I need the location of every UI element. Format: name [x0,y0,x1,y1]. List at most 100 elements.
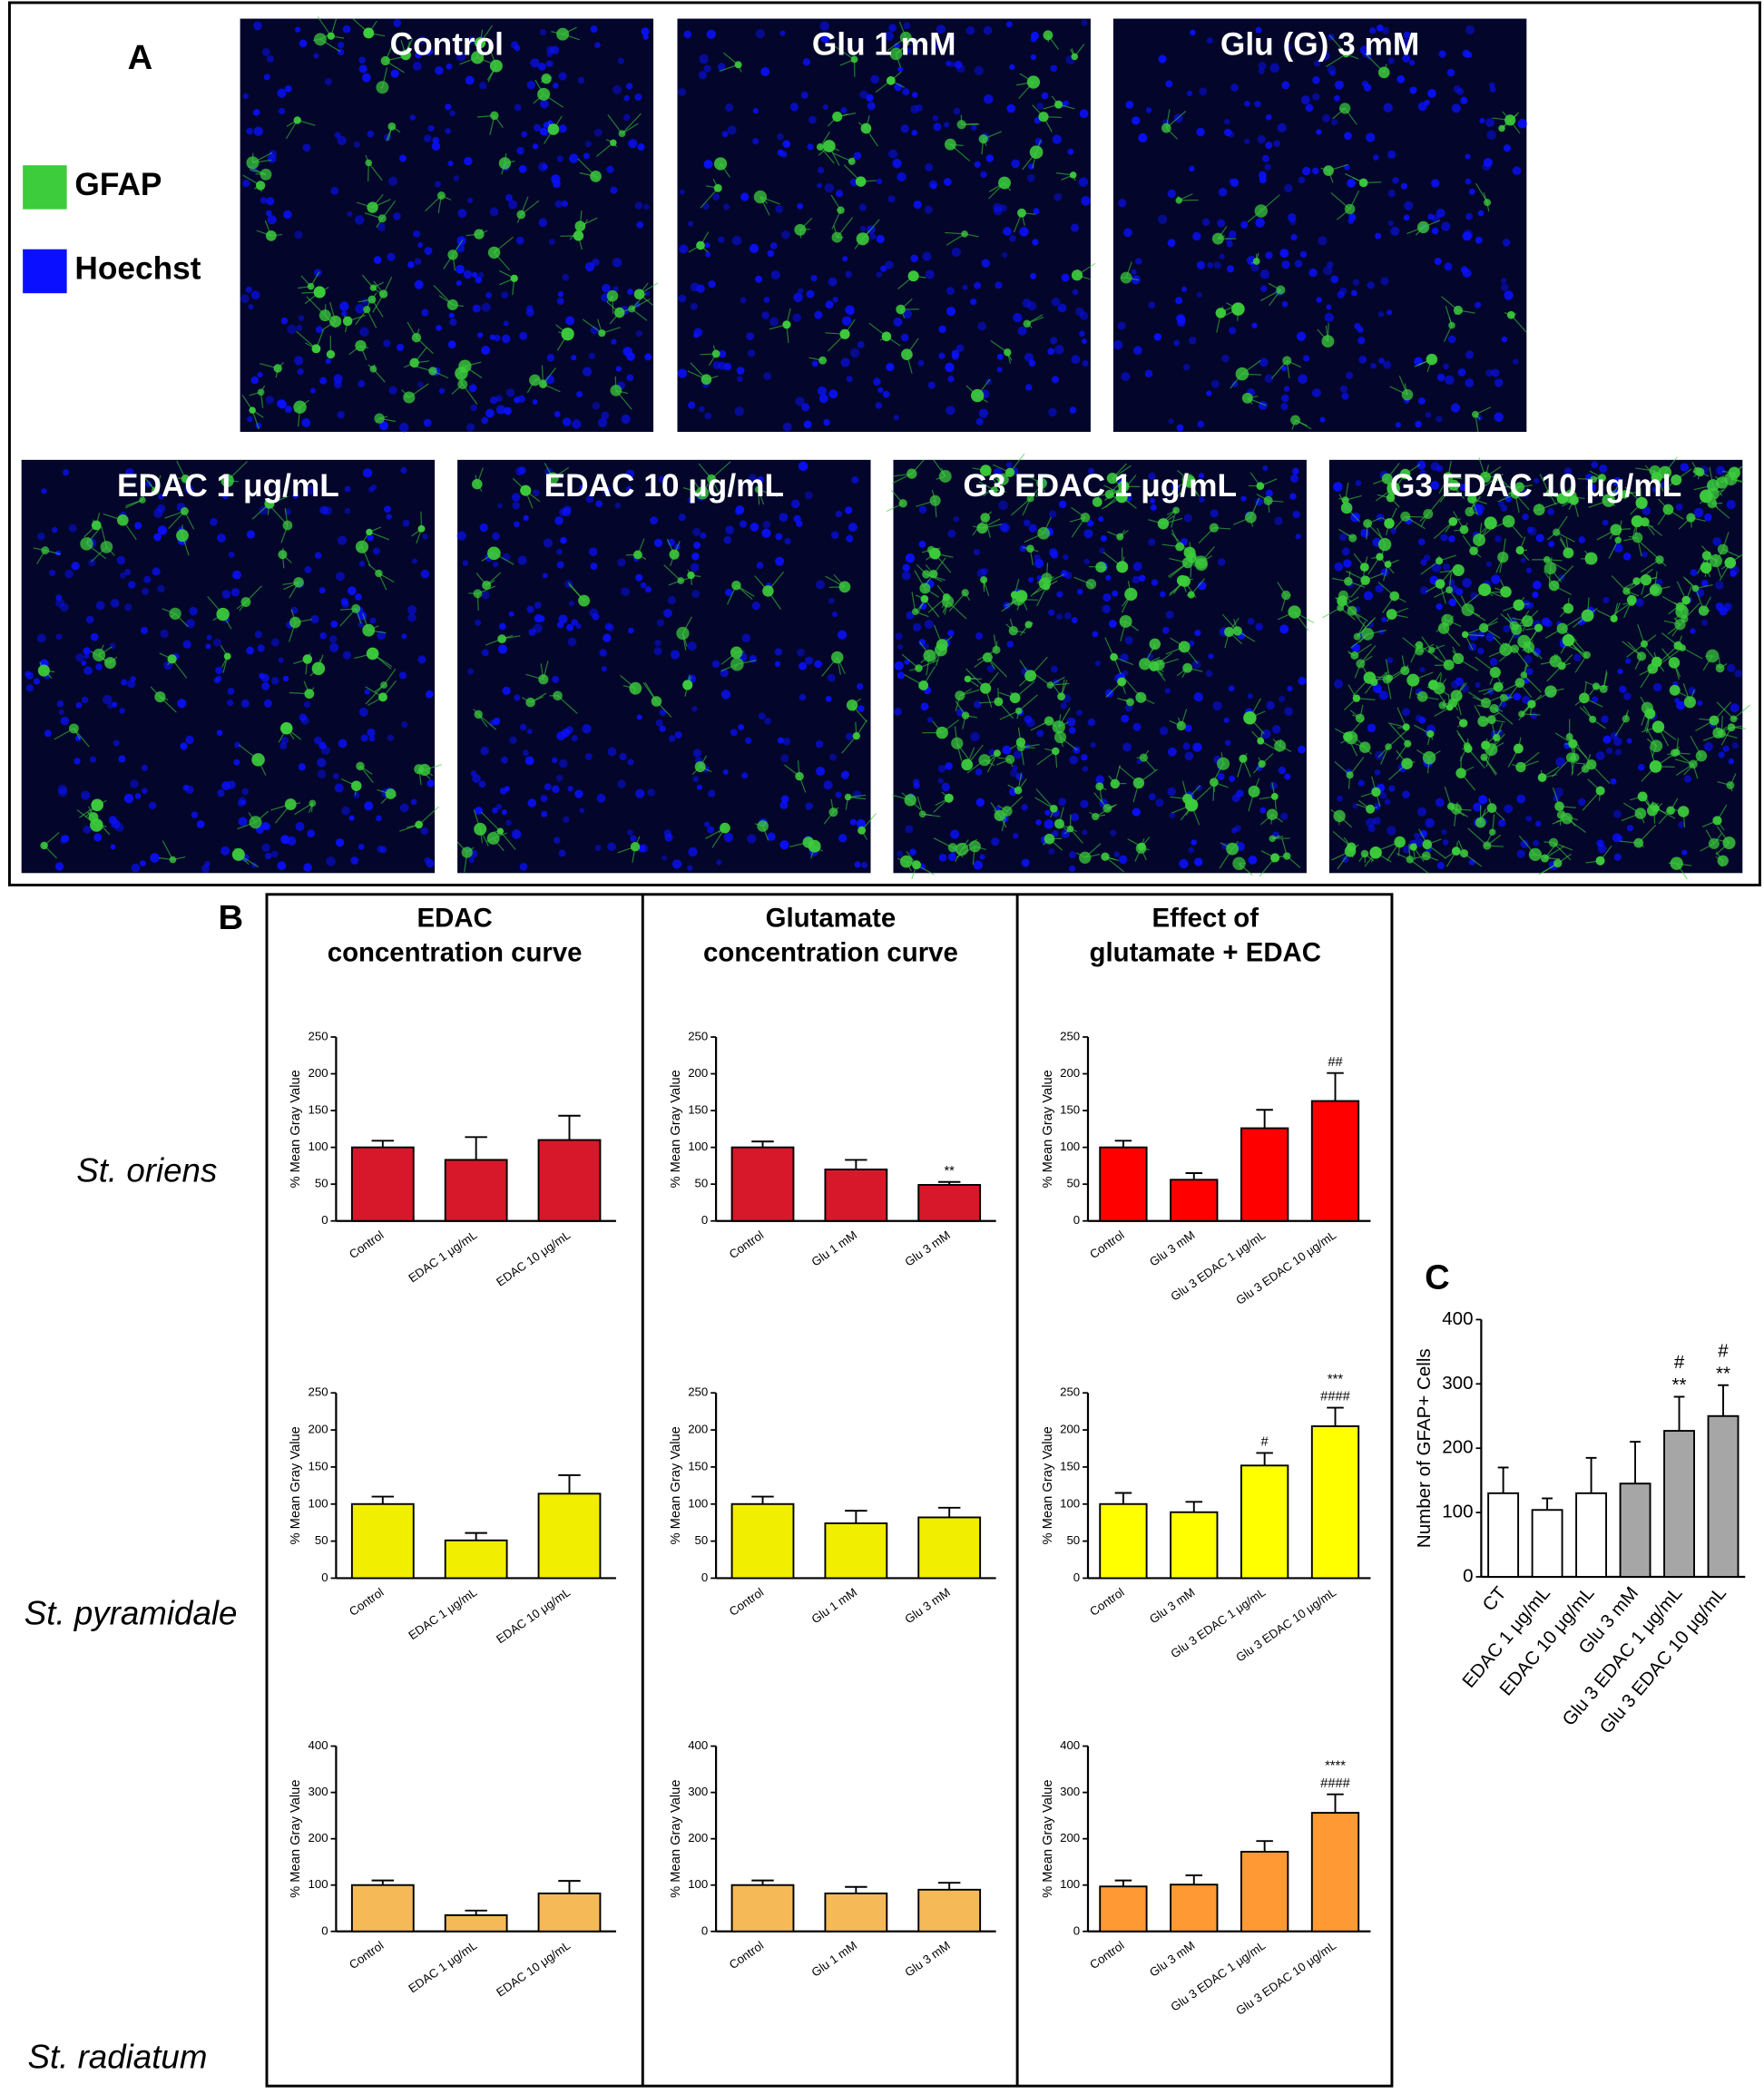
nucleus [318,741,327,749]
nucleus [599,649,607,657]
nucleus [615,366,622,372]
nucleus [545,60,553,67]
astrocyte [409,357,419,368]
astrocyte [1584,552,1598,565]
nucleus [110,844,116,850]
astrocyte [378,692,387,702]
nucleus [1614,749,1622,756]
nucleus [1124,636,1133,645]
astrocyte [489,59,503,73]
nucleus [1113,851,1120,857]
astrocyte [1118,480,1130,493]
nucleus [157,584,165,593]
nucleus [1448,535,1455,543]
nucleus [489,719,495,727]
nucleus [421,308,429,317]
astrocyte [363,306,371,314]
nucleus [546,45,554,54]
nucleus [1186,90,1193,97]
y-tick-label: 100 [688,1877,708,1891]
nucleus [284,406,292,414]
nucleus [1048,609,1055,616]
nucleus [185,735,194,745]
nucleus [983,25,993,35]
nucleus [1198,473,1205,479]
bar [537,1492,602,1580]
nucleus [341,806,351,816]
astrocyte [1014,786,1023,795]
astrocyte [1563,547,1574,559]
nucleus [699,406,705,413]
astrocyte [284,798,297,810]
astrocyte [68,723,79,734]
bar [917,1184,982,1222]
nucleus [782,422,792,432]
nucleus [1227,265,1235,273]
nucleus [1229,775,1236,782]
nucleus [1280,403,1289,411]
nucleus [1274,516,1283,526]
nucleus [1162,627,1170,634]
bar [444,1539,508,1580]
astrocyte [1595,856,1605,866]
nucleus [530,58,540,68]
astrocyte [1092,496,1102,507]
nucleus [353,141,360,148]
y-tick-label: 300 [1060,1785,1080,1798]
nucleus [1402,790,1410,798]
bar [730,1884,795,1933]
nucleus [1069,755,1079,765]
nucleus [755,275,762,283]
nucleus [1491,368,1500,377]
astrocyte [1486,803,1497,813]
nucleus [472,304,481,313]
astrocyte [1465,506,1475,517]
nucleus [1258,68,1265,74]
nucleus [533,489,540,496]
x-tick-label: Glu 3 mM [1147,1585,1198,1626]
nucleus [298,315,305,322]
astrocyte [852,732,860,740]
astrocyte [1137,842,1146,851]
nucleus [552,785,560,794]
nucleus [1138,574,1146,582]
nucleus [1027,301,1037,311]
nucleus [334,132,341,139]
nucleus [278,657,284,663]
nucleus [477,271,485,279]
nucleus [1060,702,1067,709]
nucleus [835,791,842,798]
nucleus [88,558,96,567]
nucleus [124,569,132,576]
astrocyte [1288,605,1301,619]
astrocyte [1554,801,1564,812]
nucleus [767,250,775,258]
nucleus [1465,153,1471,160]
nucleus [508,200,518,210]
nucleus [751,602,760,611]
astrocyte [992,645,1001,654]
astrocyte [1026,494,1034,503]
nucleus [926,717,934,723]
nucleus [180,742,188,750]
astrocyte [1071,53,1079,61]
nucleus [1036,729,1044,738]
nucleus [1338,533,1348,542]
astrocyte [525,697,535,708]
nucleus [875,402,883,409]
nucleus [893,318,903,327]
nucleus [1700,580,1709,587]
nucleus [540,99,549,109]
astrocyte [1451,846,1461,856]
astrocyte [1095,782,1104,791]
nucleus [130,676,136,682]
astrocyte [1258,759,1266,768]
nucleus [561,729,571,738]
nucleus [424,134,432,142]
nucleus [1478,795,1488,805]
nucleus [196,820,205,828]
nucleus [317,769,327,778]
nucleus [692,527,701,536]
nucleus [946,34,956,43]
astrocyte [547,123,560,135]
